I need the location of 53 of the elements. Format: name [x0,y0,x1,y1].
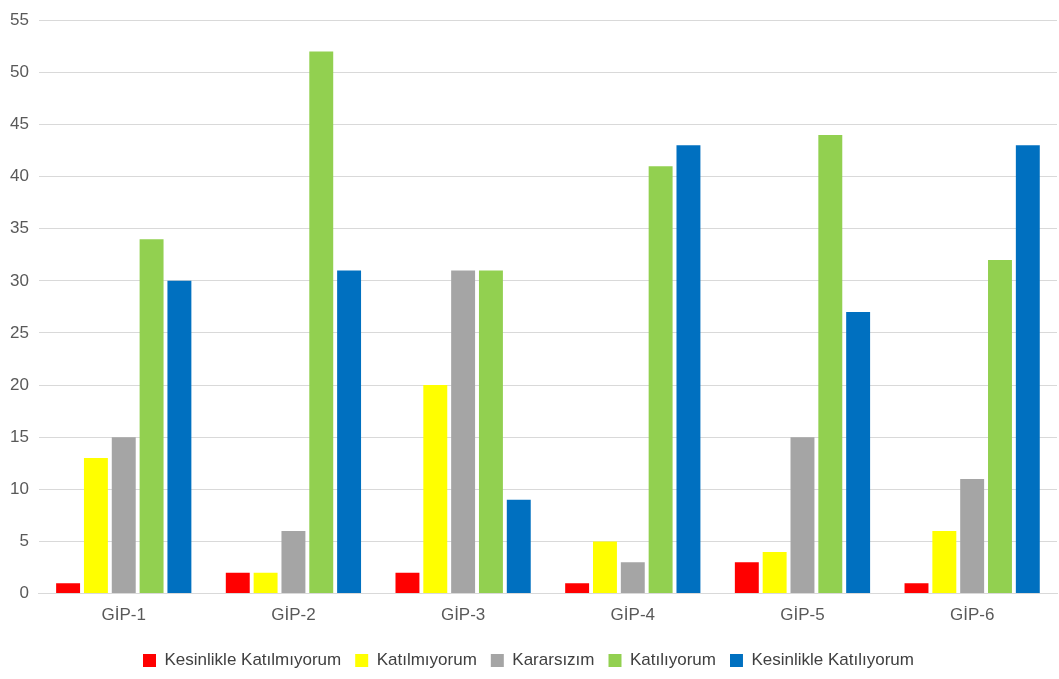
bar [337,270,362,594]
bar [423,385,448,594]
bar [790,437,815,594]
legend-label: Katılıyorum [630,650,716,670]
bar [762,551,787,594]
bar [734,562,759,594]
y-tick-label: 10 [9,479,29,499]
y-tick-label: 5 [19,531,29,551]
bar [395,572,420,594]
y-tick-label: 15 [9,426,29,446]
bar [56,583,81,594]
y-tick-label: 45 [9,114,29,134]
legend-label: Katılmıyorum [376,650,477,670]
legend-label: Kesinlikle Katılmıyorum [164,650,342,670]
bar [253,572,278,594]
bar [960,478,985,594]
y-tick-label: 50 [9,62,29,82]
legend-label: Kesinlikle Katılıyorum [751,650,914,670]
legend-label: Kararsızım [512,650,595,670]
x-tick-label: GİP-5 [780,605,825,625]
bar [648,166,673,594]
bar [506,499,531,594]
bar [225,572,250,594]
x-tick-label: GİP-1 [101,605,146,625]
bar [281,531,306,594]
bar [846,312,871,594]
bar [83,458,108,594]
y-tick-label: 40 [9,166,29,186]
bar [565,583,590,594]
bar [478,270,503,594]
bar [309,51,334,594]
bar [451,270,476,594]
y-tick-label: 55 [9,9,29,29]
bar [818,134,843,594]
bar [593,541,617,594]
bar [620,562,645,594]
bar [1015,145,1040,594]
x-tick-label: GİP-2 [271,605,316,625]
bar [167,280,192,594]
y-tick-label: 25 [9,322,29,342]
y-tick-label: 0 [19,583,29,603]
bar [676,145,701,594]
y-tick-label: 35 [9,218,29,238]
bar [932,531,957,594]
bar [988,259,1012,594]
bar [904,583,929,594]
bar [111,437,136,594]
x-tick-label: GİP-6 [949,605,995,625]
y-tick-label: 30 [9,270,29,290]
y-tick-label: 20 [9,374,29,394]
x-tick-label: GİP-4 [610,605,655,625]
bar [139,239,164,594]
x-tick-label: GİP-3 [440,605,486,625]
